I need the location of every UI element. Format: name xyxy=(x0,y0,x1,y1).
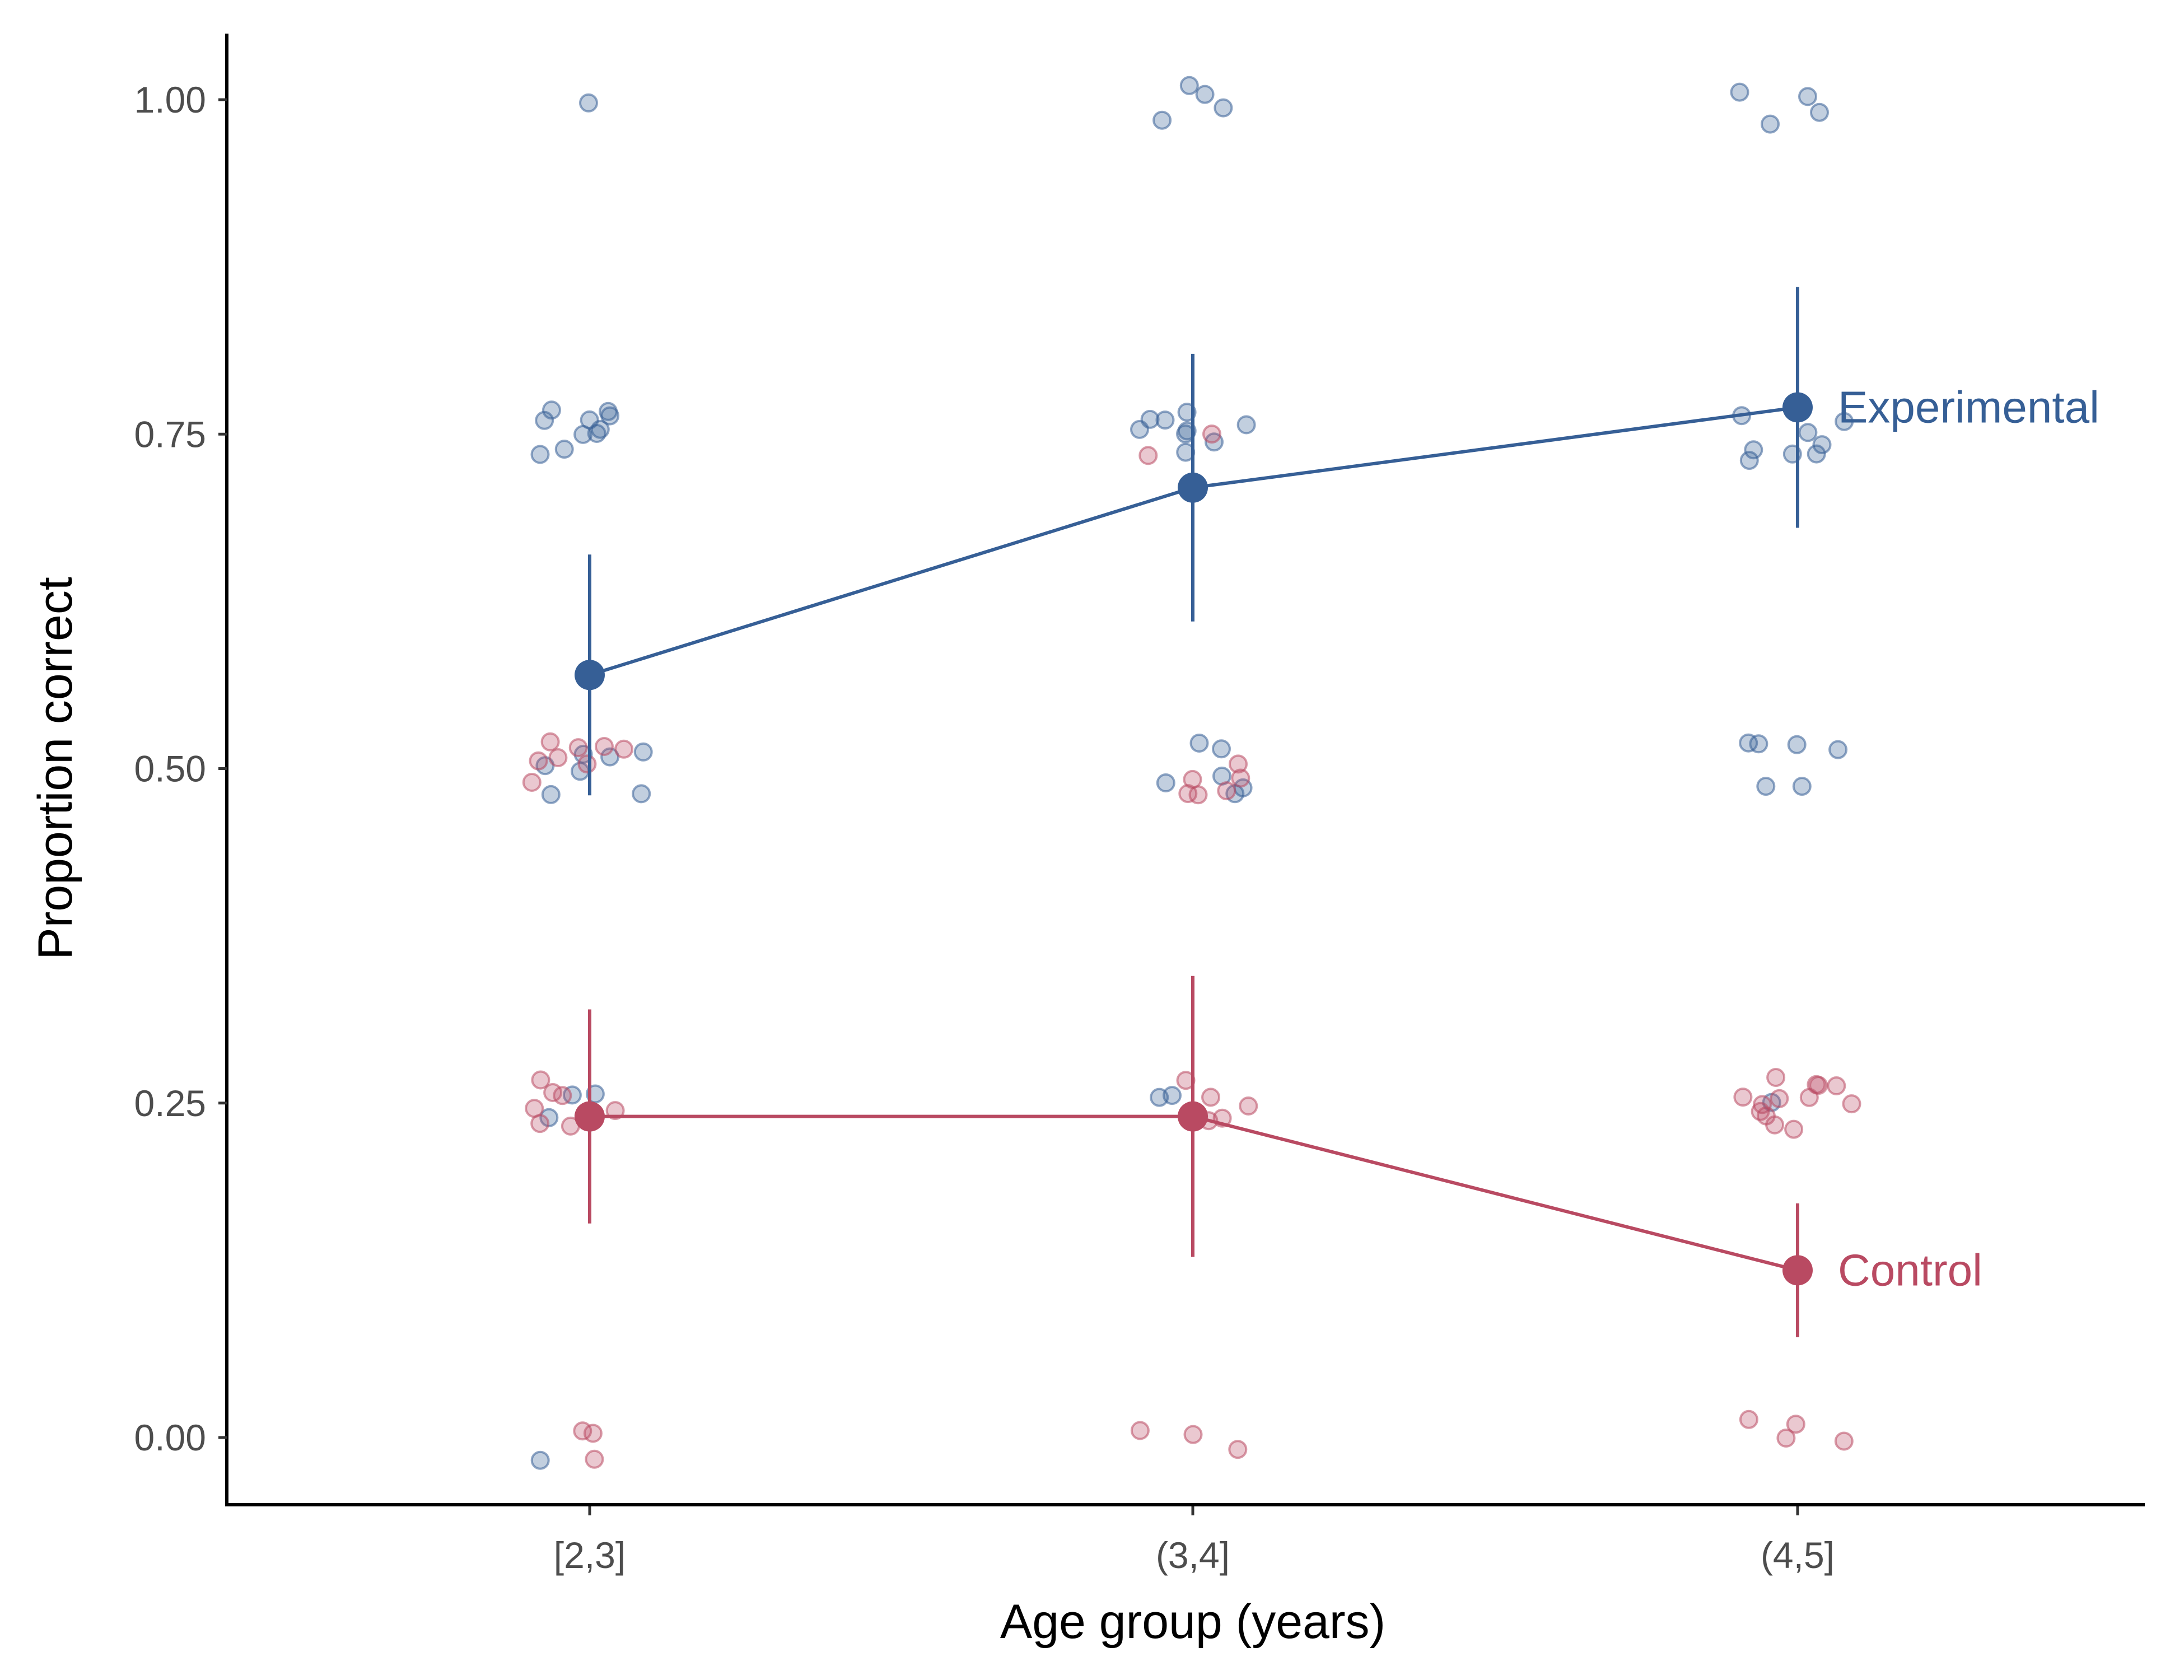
raw-point xyxy=(1195,85,1215,104)
raw-point xyxy=(1239,1096,1258,1116)
raw-point xyxy=(522,773,542,792)
y-axis-title: Proportion correct xyxy=(29,577,82,960)
raw-point xyxy=(1155,410,1175,430)
raw-point xyxy=(1799,1088,1819,1107)
raw-point xyxy=(1202,424,1221,444)
raw-point xyxy=(1835,412,1854,431)
raw-point xyxy=(1744,440,1763,460)
raw-point xyxy=(577,754,597,774)
raw-point xyxy=(595,737,614,756)
mean-point xyxy=(575,660,605,690)
series-layer: Experimental Control xyxy=(575,287,2099,1337)
raw-point xyxy=(525,1099,544,1118)
raw-point xyxy=(587,424,606,443)
raw-point xyxy=(1810,102,1829,122)
y-tick-label: 0.25 xyxy=(134,1082,206,1124)
raw-point xyxy=(1827,1076,1846,1095)
raw-point xyxy=(1201,1088,1220,1107)
raw-point xyxy=(1130,419,1149,439)
mean-point xyxy=(1782,392,1813,423)
raw-point xyxy=(1787,735,1807,754)
raw-point xyxy=(1798,87,1817,106)
raw-point xyxy=(600,406,620,426)
y-tick-label: 1.00 xyxy=(134,79,206,120)
ticks-layer: 0.00 0.25 0.50 0.75 1.00 [2,3] (3,4] (4,5] xyxy=(134,79,1835,1576)
raw-point xyxy=(542,400,561,420)
raw-point xyxy=(585,1449,604,1469)
mean-point xyxy=(575,1101,605,1132)
raw-point xyxy=(1834,1431,1854,1451)
raw-point xyxy=(1792,777,1812,796)
raw-point xyxy=(1798,423,1818,442)
raw-point xyxy=(1766,1068,1786,1087)
raw-point xyxy=(529,751,548,771)
y-tick-label: 0.00 xyxy=(134,1417,206,1458)
series-label: Experimental xyxy=(1838,382,2099,432)
raw-point xyxy=(1733,1088,1753,1107)
raw-point xyxy=(1739,733,1758,753)
raw-point xyxy=(1784,1119,1804,1139)
raw-point xyxy=(1842,1094,1861,1114)
raw-point xyxy=(1739,1410,1758,1429)
raw-points-layer xyxy=(522,76,1861,1470)
y-tick-label: 0.50 xyxy=(134,748,206,790)
raw-point xyxy=(1756,777,1776,796)
raw-point xyxy=(1761,114,1780,134)
raw-point xyxy=(1228,1440,1248,1459)
x-tick-label: [2,3] xyxy=(554,1534,626,1576)
raw-point xyxy=(1229,754,1248,774)
raw-point xyxy=(568,738,588,758)
y-tick-label: 0.75 xyxy=(134,413,206,455)
raw-point xyxy=(541,785,561,804)
raw-point xyxy=(605,1101,625,1121)
raw-point xyxy=(1739,451,1759,470)
raw-point xyxy=(1179,76,1199,95)
raw-point xyxy=(540,732,560,752)
raw-point xyxy=(554,440,574,459)
series-label: Control xyxy=(1838,1245,1982,1295)
x-axis-title: Age group (years) xyxy=(1000,1595,1385,1649)
raw-point xyxy=(1217,781,1236,801)
x-tick-label: (3,4] xyxy=(1156,1534,1230,1576)
raw-point xyxy=(1152,110,1172,130)
raw-point xyxy=(1828,740,1848,759)
raw-point xyxy=(614,739,633,759)
raw-point xyxy=(1770,1089,1789,1108)
raw-point xyxy=(1189,734,1209,753)
raw-point xyxy=(1212,739,1231,759)
raw-point xyxy=(632,784,651,804)
raw-point xyxy=(1807,444,1826,464)
raw-point xyxy=(1156,773,1175,792)
raw-point xyxy=(1730,82,1749,102)
raw-point xyxy=(633,742,653,762)
raw-point xyxy=(1188,785,1208,805)
raw-point xyxy=(1138,446,1158,465)
raw-point xyxy=(1150,1088,1169,1107)
raw-point xyxy=(579,93,598,113)
raw-point xyxy=(1130,1421,1150,1440)
mean-point xyxy=(1782,1255,1813,1286)
raw-point xyxy=(548,748,568,767)
raw-point xyxy=(1231,768,1250,788)
raw-point xyxy=(1776,1429,1796,1448)
raw-point xyxy=(1786,1415,1805,1434)
raw-point xyxy=(1183,1425,1203,1444)
raw-point xyxy=(1214,98,1233,118)
raw-point xyxy=(1812,435,1832,455)
mean-point xyxy=(1178,472,1208,503)
raw-point xyxy=(1765,1115,1785,1135)
x-tick-label: (4,5] xyxy=(1761,1534,1835,1576)
raw-point xyxy=(531,1070,550,1090)
raw-point xyxy=(530,1450,550,1470)
raw-point xyxy=(530,445,550,464)
raw-point xyxy=(583,1424,603,1443)
raw-point xyxy=(1236,415,1256,435)
raw-point xyxy=(543,1083,563,1102)
mean-point xyxy=(1178,1101,1208,1132)
